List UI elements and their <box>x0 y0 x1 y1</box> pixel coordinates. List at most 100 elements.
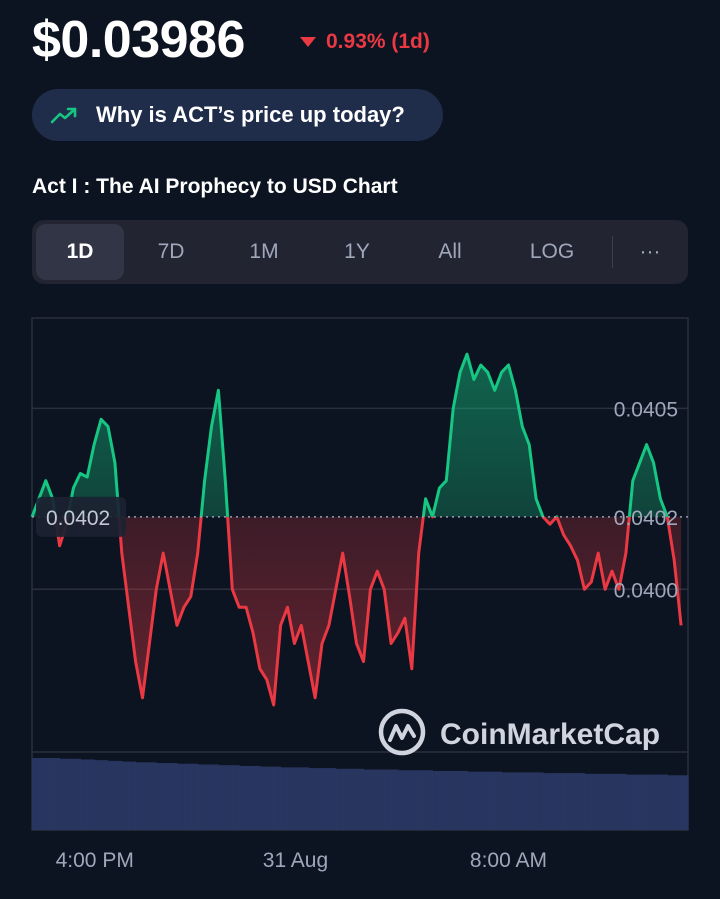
volume-bar <box>612 773 620 830</box>
area-above-reference <box>32 354 668 517</box>
volume-bar <box>73 758 81 830</box>
volume-bar <box>156 763 164 830</box>
reference-line-group: 0.0402 <box>32 496 688 537</box>
volume-bar <box>529 772 537 830</box>
volume-bar <box>232 765 240 830</box>
volume-bar <box>384 769 392 830</box>
volume-bar <box>252 765 261 830</box>
volume-bar <box>308 768 316 830</box>
volume-bar <box>32 758 40 830</box>
tab-1y[interactable]: 1Y <box>344 240 370 263</box>
tab-log[interactable]: LOG <box>529 240 575 263</box>
volume-bar <box>667 775 675 830</box>
volume-bar <box>515 772 523 830</box>
volume-bar <box>142 762 150 830</box>
volume-bar <box>149 762 157 830</box>
volume-bar <box>460 770 468 830</box>
volume-bar <box>542 773 551 830</box>
volume-bar <box>335 768 344 830</box>
x-axis-labels: 4:00 PM 31 Aug 8:00 AM <box>56 849 547 872</box>
area-below-reference <box>32 516 682 705</box>
tab-1d[interactable]: 1D <box>36 224 124 280</box>
volume-bar <box>107 760 116 830</box>
volume-bar <box>287 767 295 830</box>
volume-bar <box>342 768 351 830</box>
volume-bar <box>301 767 309 830</box>
y-axis-labels: 0.0405 0.0402 0.0400 <box>614 398 678 602</box>
volume-bar <box>356 768 364 830</box>
volume-bar <box>135 762 143 830</box>
volume-bar <box>598 773 606 830</box>
volume-bar <box>432 770 440 830</box>
volume-bar <box>114 760 123 830</box>
volume-bar <box>418 770 427 830</box>
volume-bar <box>522 772 530 830</box>
volume-bar <box>563 773 572 830</box>
tab-all[interactable]: All <box>438 240 462 263</box>
tab-1m[interactable]: 1M <box>249 240 279 263</box>
volume-bar <box>605 773 613 830</box>
volume-bars <box>32 758 689 830</box>
x-tick-label: 31 Aug <box>263 849 328 872</box>
volume-bar <box>487 771 496 830</box>
chart-areas <box>32 354 682 705</box>
volume-bar <box>411 770 420 830</box>
volume-bar <box>45 758 54 830</box>
volume-bar <box>266 766 275 830</box>
volume-bar <box>218 765 226 830</box>
x-tick-label: 4:00 PM <box>56 849 134 872</box>
volume-bar <box>480 771 489 830</box>
volume-bar <box>397 770 406 830</box>
volume-bar <box>646 774 654 830</box>
volume-bar <box>577 773 585 830</box>
tab-divider <box>612 236 613 268</box>
why-price-up-label: Why is ACT’s price up today? <box>96 102 405 127</box>
tab-7d[interactable]: 7D <box>157 240 185 263</box>
volume-bar <box>674 775 682 830</box>
volume-bar <box>246 765 254 830</box>
volume-bar <box>681 775 689 830</box>
y-tick-label: 0.0402 <box>614 507 678 530</box>
volume-bar <box>501 772 509 830</box>
price-change-value: 0.93% (1d) <box>326 30 430 53</box>
volume-bar <box>584 773 592 830</box>
volume-bar <box>625 774 634 830</box>
volume-bar <box>556 773 565 830</box>
volume-bar <box>322 768 330 830</box>
reference-label-box <box>36 496 126 537</box>
volume-bar <box>80 759 88 830</box>
volume-bar <box>170 763 178 830</box>
volume-bar <box>294 767 302 830</box>
volume-bar <box>66 758 74 830</box>
volume-bar <box>211 764 219 830</box>
price-change: 0.93% (1d) <box>300 30 430 54</box>
chart-title: Act I : The AI Prophecy to USD Chart <box>32 175 398 198</box>
volume-bar <box>163 763 171 830</box>
why-price-up-button[interactable]: Why is ACT’s price up today? <box>32 89 443 141</box>
x-tick-label: 8:00 AM <box>470 849 547 872</box>
volume-bar <box>632 774 641 830</box>
more-options-icon[interactable]: ··· <box>639 240 661 263</box>
volume-bar <box>121 761 130 830</box>
volume-bar <box>549 773 558 830</box>
chart-lines <box>30 352 683 707</box>
volume-bar <box>446 770 454 830</box>
time-range-tabs: 1D 7D 1M 1Y All LOG ··· <box>32 220 688 284</box>
volume-bar <box>259 766 268 830</box>
volume-bar <box>391 769 399 830</box>
volume-bar <box>59 758 68 830</box>
trending-up-icon <box>50 107 77 124</box>
watermark-text: CoinMarketCap <box>440 718 660 751</box>
volume-bar <box>425 770 434 830</box>
volume-bar <box>87 759 95 830</box>
volume-bar <box>52 758 61 830</box>
volume-bar <box>38 758 47 830</box>
volume-bar <box>225 765 233 830</box>
volume-bar <box>363 769 371 830</box>
volume-bar <box>94 760 102 830</box>
volume-bar <box>101 760 109 830</box>
coinmarketcap-watermark: CoinMarketCap <box>378 708 660 756</box>
volume-bar <box>653 774 661 830</box>
volume-bar <box>536 772 544 830</box>
volume-bar <box>183 763 192 830</box>
